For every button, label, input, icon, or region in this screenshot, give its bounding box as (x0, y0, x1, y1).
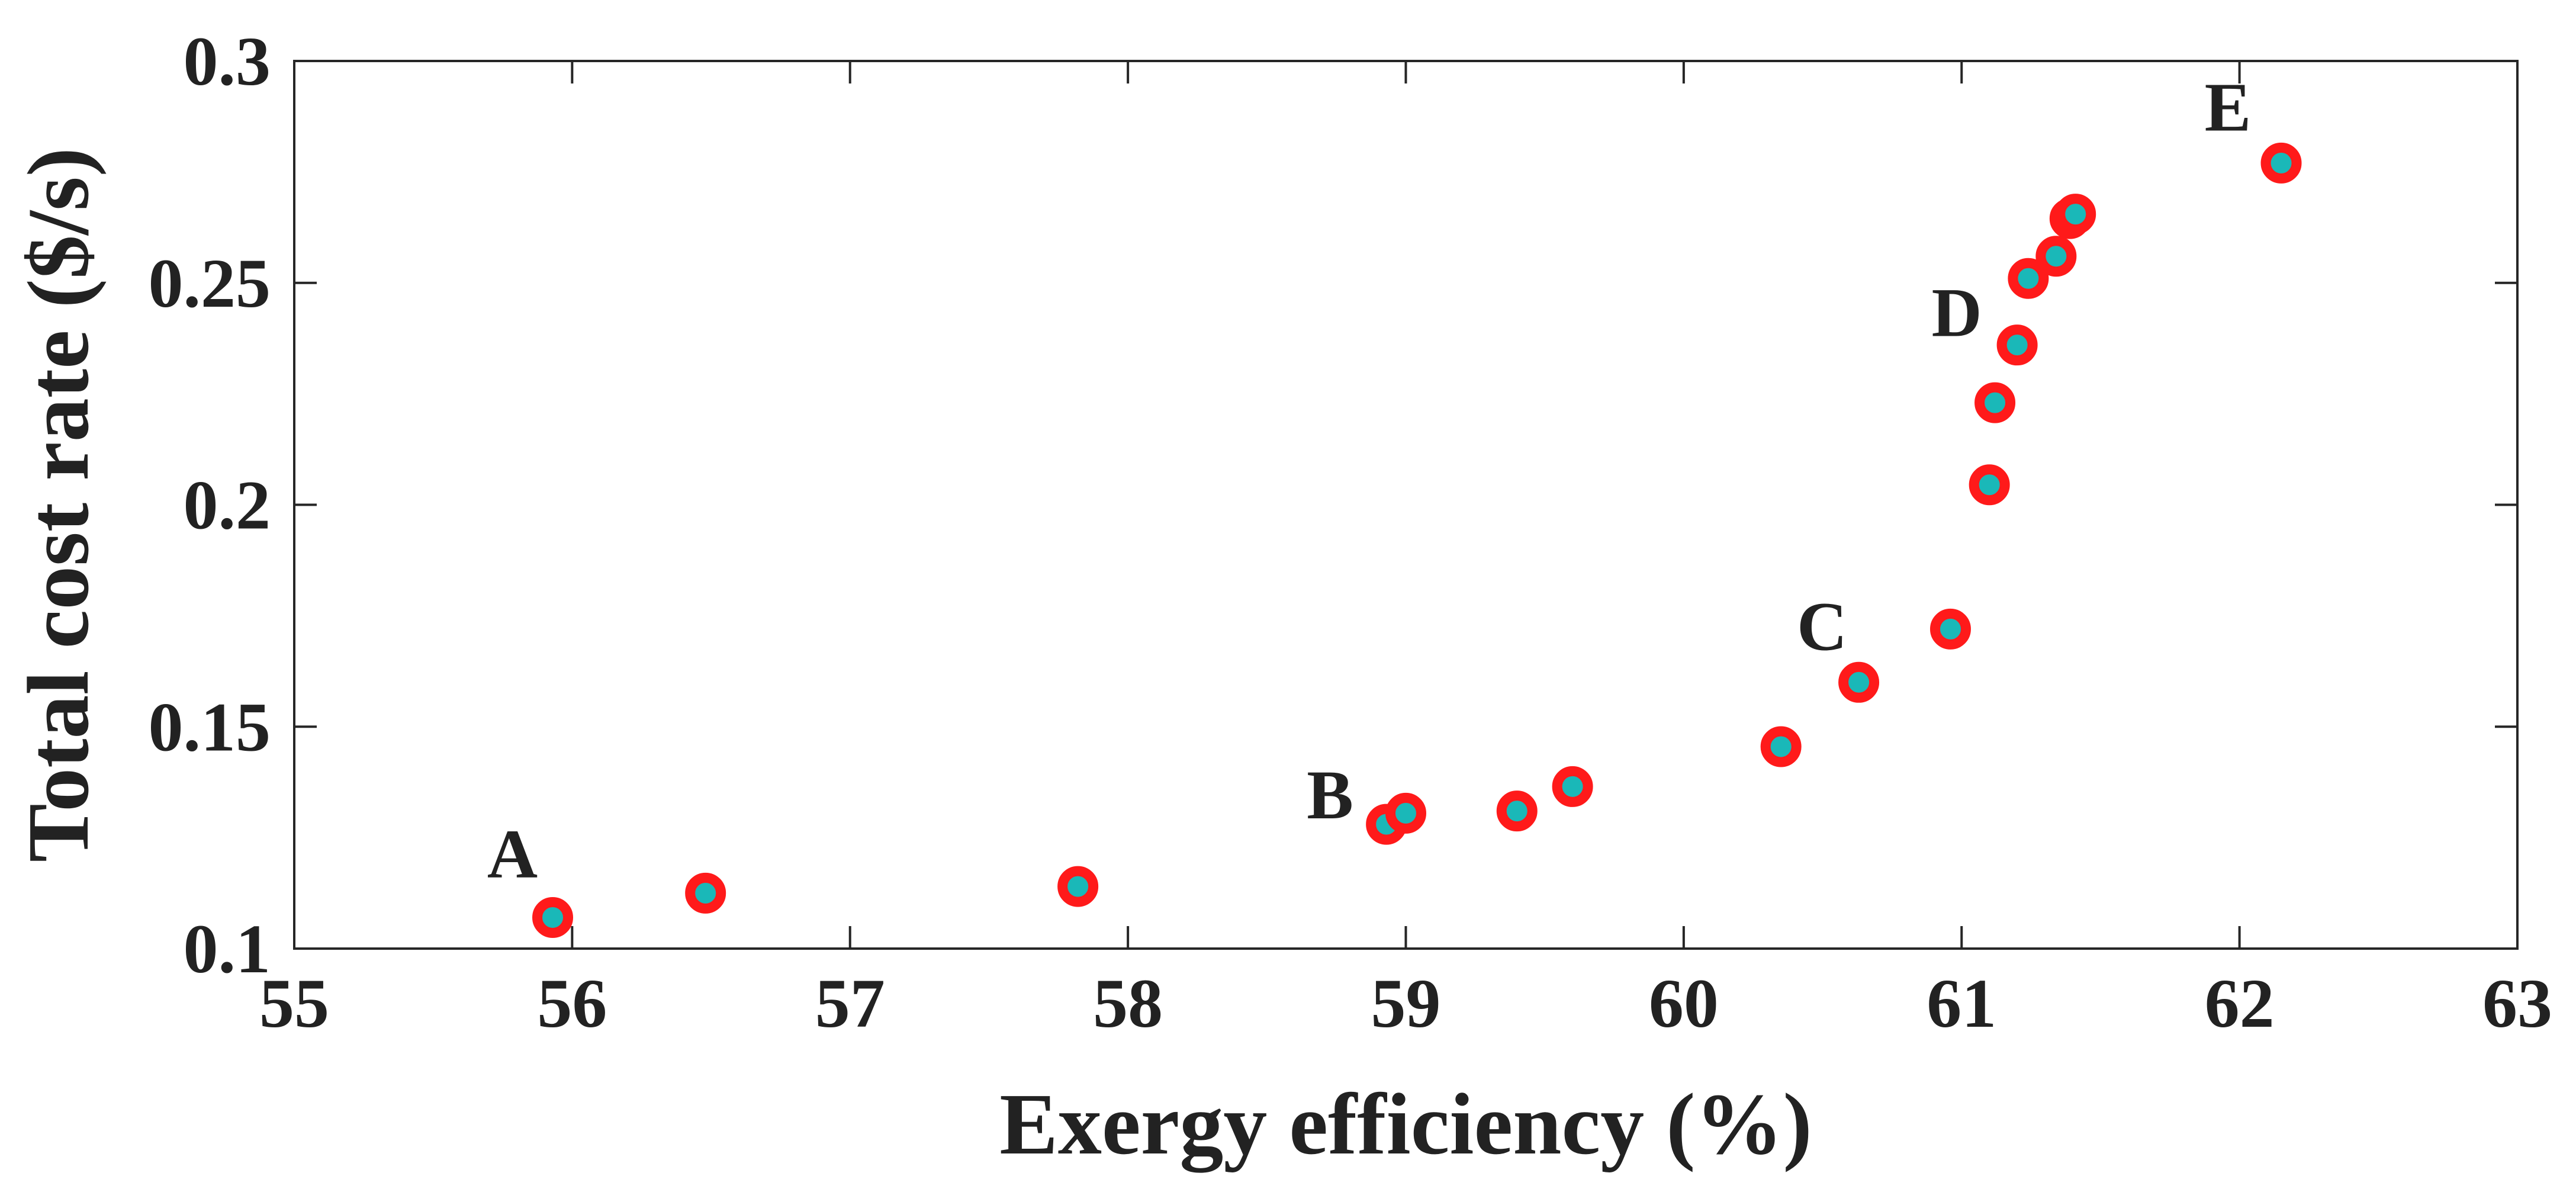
y-tick-label: 0.1 (184, 910, 271, 988)
data-point (685, 872, 726, 914)
x-tick-label: 62 (2205, 965, 2275, 1042)
data-point (1929, 608, 1971, 650)
x-tick-label: 63 (2482, 965, 2552, 1042)
data-point (1838, 661, 1880, 703)
tick-labels: 55 56 57 58 59 60 61 62 63 0.1 0.15 0.2 0.25 0.3 (149, 23, 2553, 1042)
data-point (532, 897, 574, 939)
x-axis-title: Exergy efficiency (%) (999, 1076, 1812, 1173)
data-point (1996, 324, 2038, 366)
annotation-d: D (1932, 274, 1982, 352)
point-annotations: A B C D E (487, 68, 2251, 892)
x-tick-label: 58 (1093, 965, 1163, 1042)
data-point (1974, 382, 2016, 423)
data-point (2055, 194, 2096, 235)
axis-ticks (293, 60, 2519, 950)
y-tick-label: 0.25 (149, 245, 271, 322)
data-point (2008, 258, 2049, 299)
x-tick-label: 56 (537, 965, 607, 1042)
x-tick-label: 60 (1649, 965, 1719, 1042)
data-points (532, 142, 2302, 939)
data-point (1385, 792, 1426, 834)
x-tick-label: 55 (259, 965, 329, 1042)
x-tick-label: 57 (815, 965, 885, 1042)
data-point (1969, 464, 2010, 506)
y-tick-label: 0.2 (184, 467, 271, 544)
y-tick-label: 0.15 (149, 688, 271, 766)
annotation-a: A (487, 815, 538, 893)
x-tick-label: 59 (1371, 965, 1441, 1042)
y-axis-title: Total cost rate ($/s) (10, 147, 107, 862)
x-tick-label: 61 (1927, 965, 1996, 1042)
annotation-e: E (2205, 68, 2252, 146)
data-point (1057, 866, 1099, 907)
data-point (1760, 726, 1802, 767)
annotation-c: C (1797, 587, 1847, 665)
data-point (1552, 766, 1593, 807)
data-point (2260, 142, 2302, 184)
annotation-b: B (1307, 756, 1353, 834)
data-point (2035, 236, 2077, 277)
y-tick-label: 0.3 (184, 23, 271, 100)
data-point (1496, 790, 1538, 832)
